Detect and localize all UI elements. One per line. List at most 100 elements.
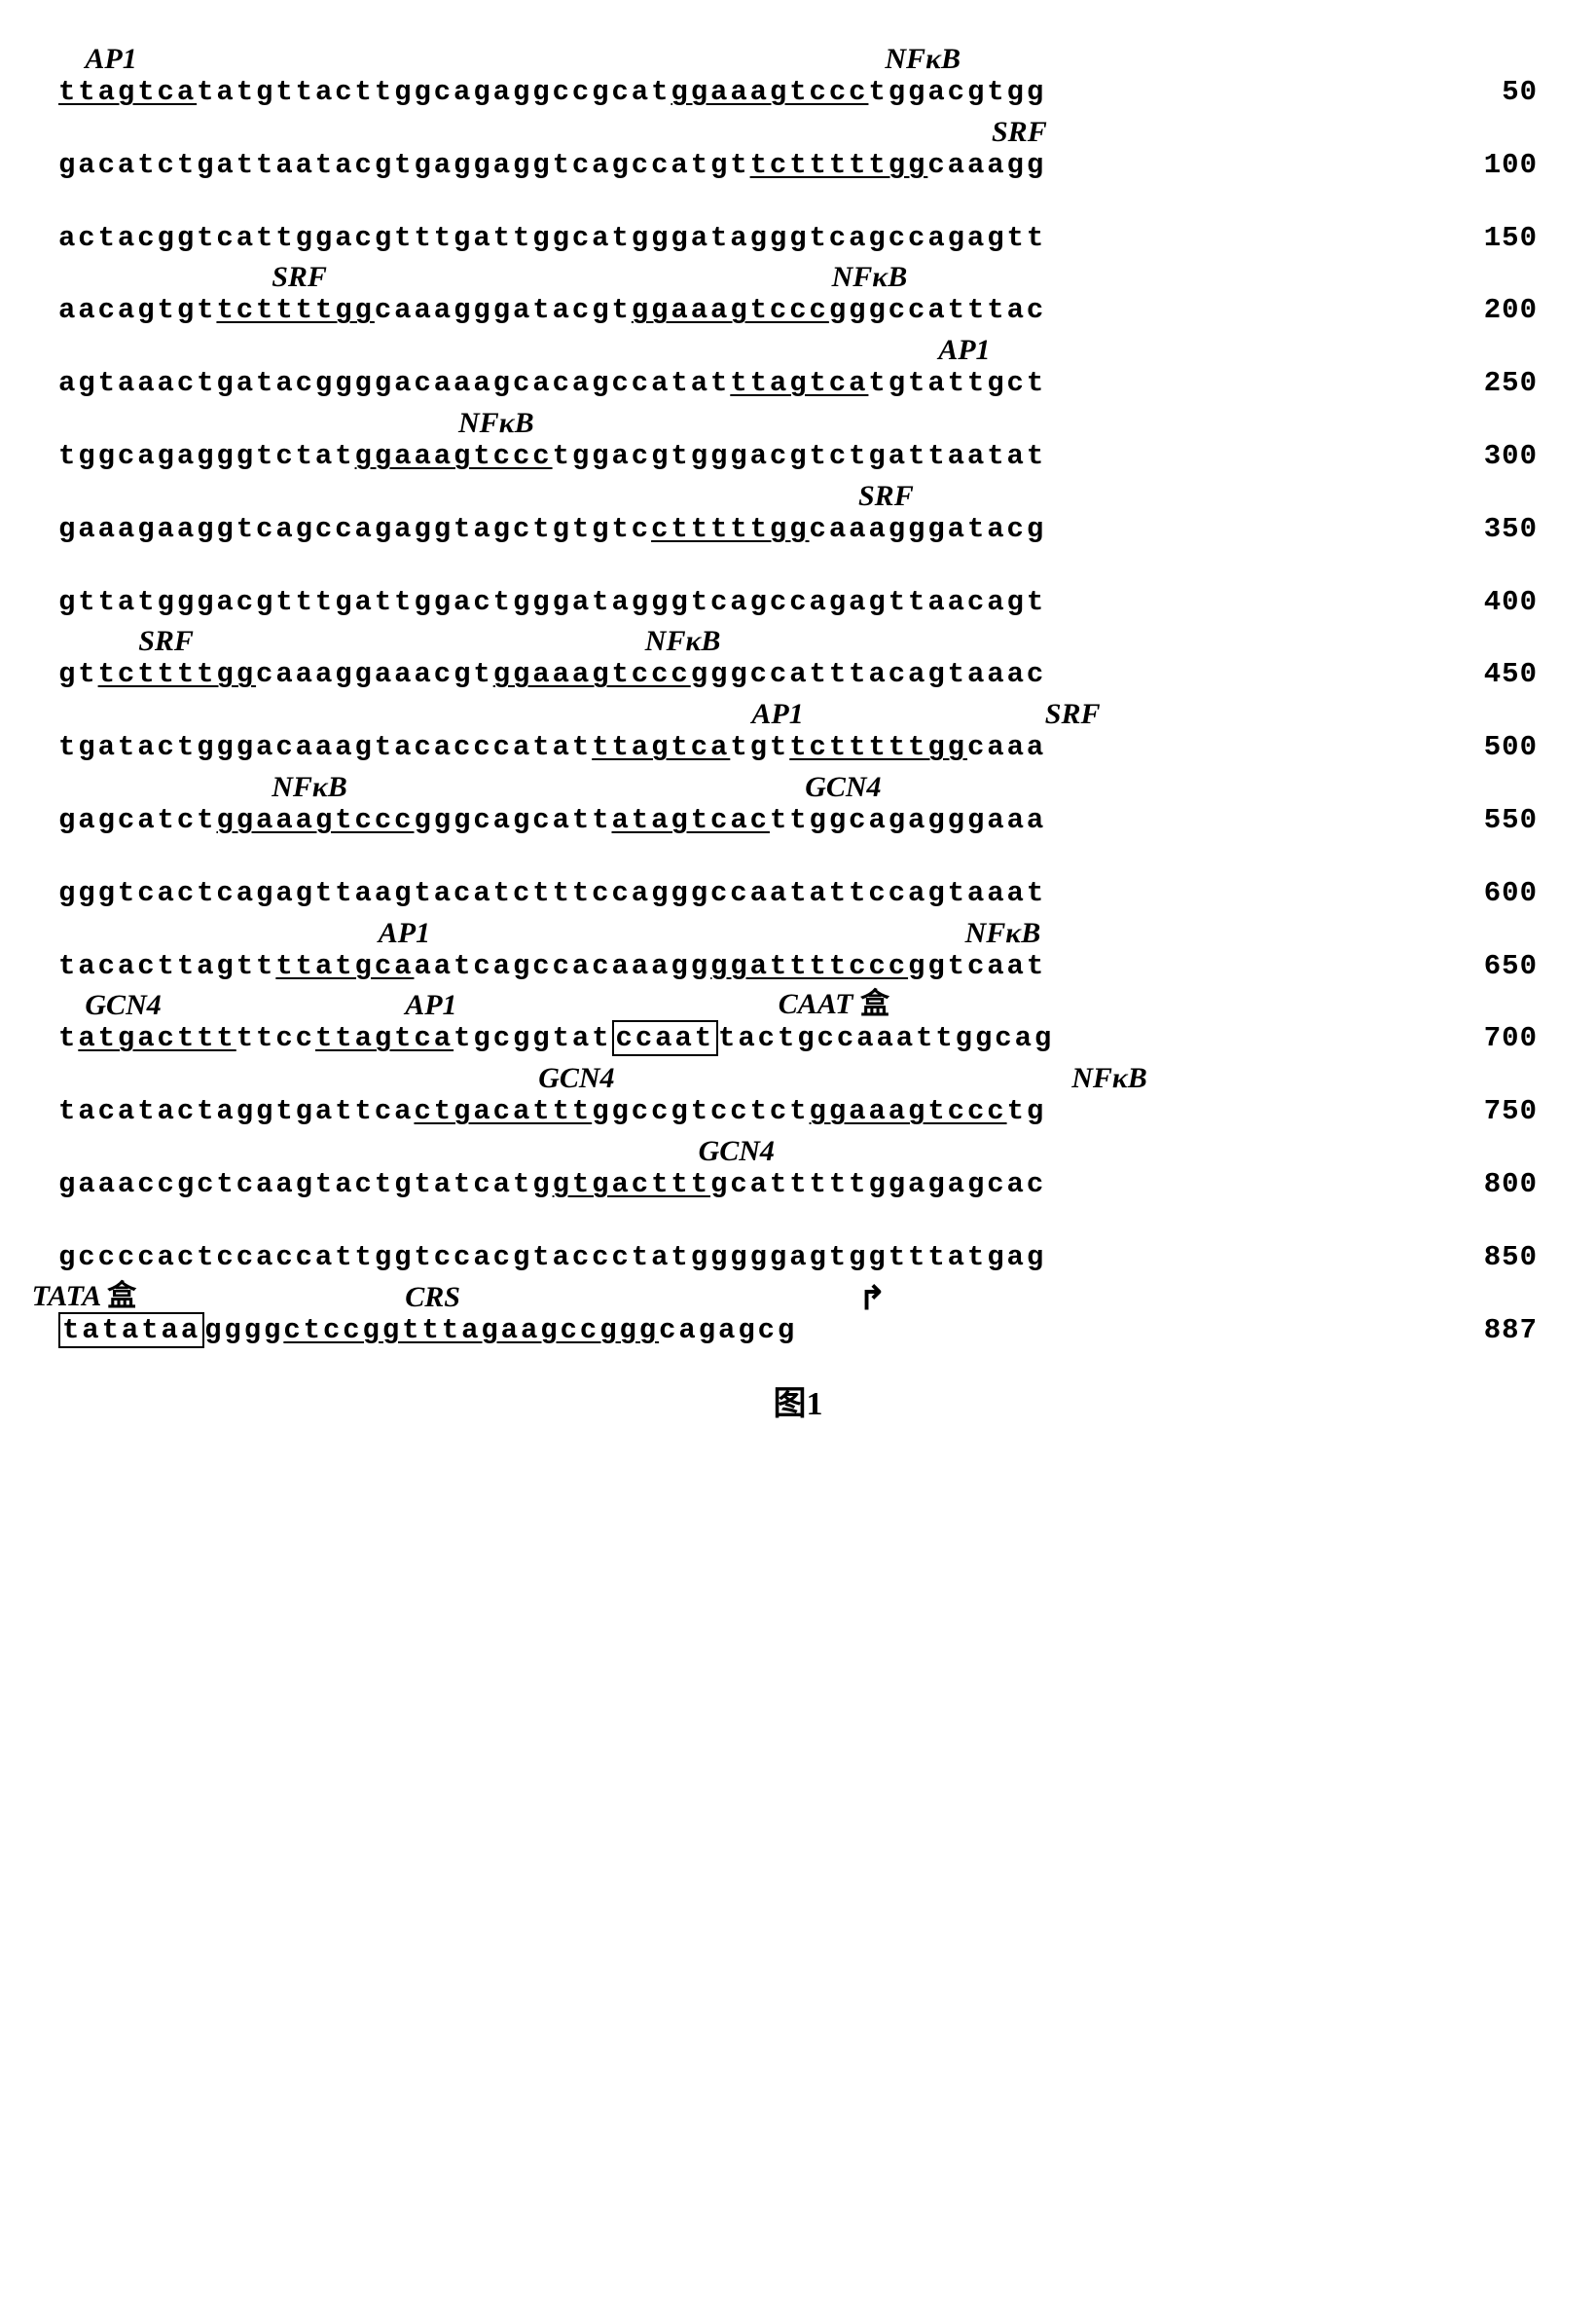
label-row: TATA 盒CRS↱ bbox=[58, 1277, 1538, 1314]
sequence-row: gaaaccgctcaagtactgtatcatggtgactttgcatttt… bbox=[58, 1168, 1538, 1202]
label-row-empty bbox=[58, 840, 1538, 877]
position-number: 500 bbox=[1421, 731, 1538, 765]
binding-site-label: SRF bbox=[138, 625, 194, 658]
seq-motif: tctttttgg bbox=[750, 149, 928, 181]
sequence-text: tatgactttttccttagtcatgcggtatccaattactgcc… bbox=[58, 1022, 1054, 1056]
sequence-line: SRFgaaagaaggtcagccagaggtagctgtgtcctttttg… bbox=[58, 476, 1538, 547]
seq-text: tgcggtat bbox=[453, 1022, 611, 1054]
seq-text: caaagggatacgt bbox=[375, 294, 632, 326]
position-number: 100 bbox=[1421, 149, 1538, 183]
seq-text: tgt bbox=[730, 731, 789, 763]
seq-box: ccaat bbox=[612, 1020, 719, 1056]
seq-motif: ttagtca bbox=[730, 367, 868, 399]
sequence-text: gttatgggacgtttgattggactgggatagggtcagccag… bbox=[58, 586, 1046, 620]
seq-text: gt bbox=[58, 658, 98, 690]
sequence-text: tgatactgggacaaagtacacccatatttagtcatgttct… bbox=[58, 731, 1046, 765]
position-number: 450 bbox=[1421, 658, 1538, 692]
binding-site-label: SRF bbox=[1045, 698, 1101, 731]
sequence-line: AP1agtaaactgatacggggacaaagcacagccatattta… bbox=[58, 330, 1538, 401]
seq-motif: ttagtca bbox=[58, 76, 197, 108]
seq-text: gggg bbox=[204, 1314, 283, 1346]
seq-text: ttggcagagggaaa bbox=[770, 804, 1046, 836]
sequence-row: ttagtcatatgttacttggcagaggccgcatggaaagtcc… bbox=[58, 76, 1538, 110]
sequence-row: actacggtcattggacgtttgattggcatgggatagggtc… bbox=[58, 222, 1538, 256]
seq-text: aatcagccacaaagg bbox=[414, 950, 710, 982]
sequence-line: SRFNFκBgttcttttggcaaaggaaacgtggaaagtcccg… bbox=[58, 621, 1538, 692]
position-number: 200 bbox=[1421, 294, 1538, 328]
position-number: 250 bbox=[1421, 367, 1538, 401]
sequence-line: SRFNFκBaacagtgttcttttggcaaagggatacgtggaa… bbox=[58, 257, 1538, 328]
sequence-line: GCN4NFκBtacatactaggtgattcactgacatttggccg… bbox=[58, 1058, 1538, 1129]
seq-text: gacatctgattaatacgtgaggaggtcagccatgt bbox=[58, 149, 750, 181]
label-row: AP1NFκB bbox=[58, 913, 1538, 950]
binding-site-label: GCN4 bbox=[805, 771, 881, 804]
seq-text: tactgccaaattggcag bbox=[718, 1022, 1054, 1054]
sequence-text: tacatactaggtgattcactgacatttggccgtcctctgg… bbox=[58, 1095, 1046, 1129]
seq-text: gggcagcatt bbox=[414, 804, 611, 836]
position-number: 800 bbox=[1421, 1168, 1538, 1202]
seq-text: tacatactaggtgattca bbox=[58, 1095, 414, 1127]
seq-text: tggacgtgggacgtctgattaatat bbox=[553, 440, 1047, 472]
sequence-text: ttagtcatatgttacttggcagaggccgcatggaaagtcc… bbox=[58, 76, 1046, 110]
sequence-line: AP1NFκBttagtcatatgttacttggcagaggccgcatgg… bbox=[58, 39, 1538, 110]
seq-motif: ggaaagtccc bbox=[216, 804, 414, 836]
seq-text: tatgttacttggcagaggccgcat bbox=[197, 76, 671, 108]
label-row: AP1 bbox=[58, 330, 1538, 367]
sequence-line: SRFgacatctgattaatacgtgaggaggtcagccatgttc… bbox=[58, 112, 1538, 183]
seq-motif: ctccggtttagaagccggg bbox=[283, 1314, 659, 1346]
binding-site-label: NFκB bbox=[458, 407, 534, 440]
seq-motif: ttagtca bbox=[592, 731, 730, 763]
binding-site-label: NFκB bbox=[1071, 1062, 1147, 1095]
sequence-row: tatataaggggctccggtttagaagccgggcagagcg887 bbox=[58, 1314, 1538, 1348]
binding-site-label: AP1 bbox=[751, 698, 803, 731]
seq-text: tgatactgggacaaagtacacccatat bbox=[58, 731, 592, 763]
sequence-text: gaaagaaggtcagccagaggtagctgtgtcctttttggca… bbox=[58, 513, 1046, 547]
figure-caption: 图1 bbox=[58, 1376, 1538, 1424]
label-row: SRF bbox=[58, 476, 1538, 513]
position-number: 750 bbox=[1421, 1095, 1538, 1129]
binding-site-label: CAAT 盒 bbox=[779, 979, 889, 1022]
sequence-row: tggcagagggtctatggaaagtccctggacgtgggacgtc… bbox=[58, 440, 1538, 474]
seq-text: ttcc bbox=[236, 1022, 315, 1054]
sequence-row: tatgactttttccttagtcatgcggtatccaattactgcc… bbox=[58, 1022, 1538, 1056]
seq-motif: tctttttgg bbox=[789, 731, 967, 763]
binding-site-label: NFκB bbox=[965, 917, 1041, 950]
sequence-line: AP1SRFtgatactgggacaaagtacacccatatttagtca… bbox=[58, 694, 1538, 765]
seq-text: ggccgtcctct bbox=[592, 1095, 809, 1127]
seq-text: gagcatct bbox=[58, 804, 216, 836]
sequence-figure: AP1NFκBttagtcatatgttacttggcagaggccgcatgg… bbox=[58, 39, 1538, 1424]
label-row: GCN4AP1CAAT 盒 bbox=[58, 985, 1538, 1022]
binding-site-label: SRF bbox=[272, 261, 327, 294]
seq-motif: gtgacttt bbox=[553, 1168, 710, 1200]
sequence-row: aacagtgttcttttggcaaagggatacgtggaaagtcccg… bbox=[58, 294, 1538, 328]
seq-text: tggcagagggtctat bbox=[58, 440, 355, 472]
sequence-row: gccccactccaccattggtccacgtaccctatgggggagt… bbox=[58, 1241, 1538, 1275]
position-number: 700 bbox=[1421, 1022, 1538, 1056]
label-row: AP1NFκB bbox=[58, 39, 1538, 76]
seq-motif: ggaaagtccc bbox=[493, 658, 691, 690]
position-number: 887 bbox=[1421, 1314, 1538, 1348]
seq-motif: ttatgca bbox=[275, 950, 414, 982]
seq-text: gaaaccgctcaagtactgtatcatg bbox=[58, 1168, 553, 1200]
sequence-row: gggtcactcagagttaagtacatctttccagggccaatat… bbox=[58, 877, 1538, 911]
seq-motif: ggaaagtccc bbox=[810, 1095, 1007, 1127]
seq-text: caaagggatacg bbox=[810, 513, 1047, 545]
position-number: 150 bbox=[1421, 222, 1538, 256]
sequence-row: tacacttagttttatgcaaatcagccacaaaggggatttt… bbox=[58, 950, 1538, 984]
sequence-text: gagcatctggaaagtcccgggcagcattatagtcacttgg… bbox=[58, 804, 1046, 838]
seq-text: gggccatttac bbox=[829, 294, 1046, 326]
sequence-text: tggcagagggtctatggaaagtccctggacgtgggacgtc… bbox=[58, 440, 1046, 474]
sequence-line: gggtcactcagagttaagtacatctttccagggccaatat… bbox=[58, 840, 1538, 911]
position-number: 650 bbox=[1421, 950, 1538, 984]
sequence-line: GCN4gaaaccgctcaagtactgtatcatggtgactttgca… bbox=[58, 1131, 1538, 1202]
label-row: SRFNFκB bbox=[58, 257, 1538, 294]
sequence-text: gccccactccaccattggtccacgtaccctatgggggagt… bbox=[58, 1241, 1046, 1275]
binding-site-label: NFκB bbox=[272, 771, 347, 804]
seq-text: gttatgggacgtttgattggactgggatagggtcagccag… bbox=[58, 586, 1046, 618]
seq-text: caaagg bbox=[927, 149, 1046, 181]
sequence-text: aacagtgttcttttggcaaagggatacgtggaaagtcccg… bbox=[58, 294, 1046, 328]
sequence-text: gttcttttggcaaaggaaacgtggaaagtcccgggccatt… bbox=[58, 658, 1046, 692]
position-number: 600 bbox=[1421, 877, 1538, 911]
sequence-row: tgatactgggacaaagtacacccatatttagtcatgttct… bbox=[58, 731, 1538, 765]
label-row-empty bbox=[58, 185, 1538, 222]
